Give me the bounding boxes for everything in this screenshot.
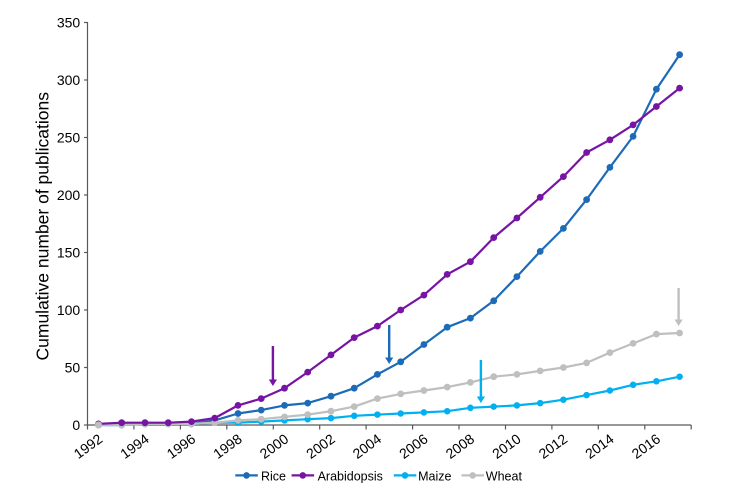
svg-text:Arabidopsis: Arabidopsis (318, 469, 383, 483)
svg-text:200: 200 (57, 187, 81, 203)
svg-text:Cumulative number of publicati: Cumulative number of publications (33, 92, 53, 361)
svg-text:300: 300 (57, 72, 81, 88)
svg-text:Maize: Maize (418, 469, 451, 483)
svg-text:350: 350 (57, 14, 81, 30)
svg-text:Wheat: Wheat (486, 469, 523, 483)
svg-text:150: 150 (57, 244, 81, 260)
svg-text:100: 100 (57, 302, 81, 318)
svg-text:Rice: Rice (261, 469, 286, 483)
svg-text:50: 50 (65, 359, 81, 375)
svg-text:250: 250 (57, 129, 81, 145)
svg-text:0: 0 (72, 417, 80, 433)
